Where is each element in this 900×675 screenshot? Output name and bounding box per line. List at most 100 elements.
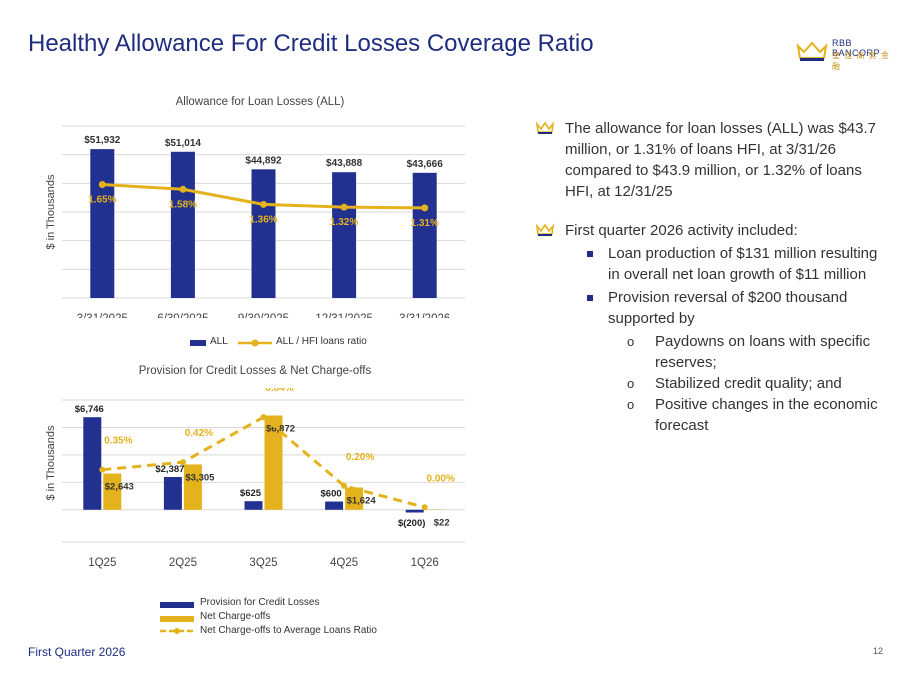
bar-all <box>332 172 357 298</box>
bar-provision <box>163 477 182 510</box>
ratio-point <box>179 185 187 193</box>
y-axis-label: $ in Thousands <box>45 174 57 250</box>
x-tick-label: 2Q25 <box>169 557 197 569</box>
bar-provision <box>405 509 424 513</box>
chart2-legend: Provision for Credit Losses Net Charge-o… <box>160 597 420 641</box>
chart1-legend: ALL ALL / HFI loans ratio <box>190 336 390 350</box>
data-label-provision: $625 <box>240 488 262 499</box>
ratio-point <box>421 504 428 511</box>
footer-quarter: First Quarter 2026 <box>28 645 126 659</box>
ratio-line <box>102 415 426 509</box>
data-label-provision: $2,387 <box>155 464 184 475</box>
data-label-all: $44,892 <box>245 155 282 166</box>
data-label-provision: $(200) <box>398 518 425 529</box>
legend-swatch-all <box>190 340 206 346</box>
x-tick-label: 3Q25 <box>249 557 277 569</box>
crown-bullet-icon <box>535 121 555 134</box>
sub-bullet-item: Provision reversal of $200 thousand supp… <box>535 287 880 329</box>
legend-label-all: ALL <box>210 336 228 347</box>
data-label-ratio: 1.58% <box>169 199 197 210</box>
provision-chart: $ in Thousands $6,746 $2,643 1Q25 $2,387$3,3… <box>45 388 465 569</box>
x-tick-label: 4Q25 <box>330 557 358 569</box>
circle-bullet-icon: o <box>627 376 635 391</box>
sub-sub-bullet-item: o Positive changes in the economic forec… <box>535 394 880 436</box>
sub-sub-bullet-item: o Paydowns on loans with specific reserv… <box>535 331 880 373</box>
data-label-provision: $6,746 <box>75 404 104 415</box>
bar-net-charge-offs <box>345 487 364 510</box>
data-label-all: $51,932 <box>84 135 121 146</box>
legend-label-nco-ratio: Net Charge-offs to Average Loans Ratio <box>200 625 377 636</box>
data-label-nco: $2,643 <box>105 482 134 493</box>
sub-bullet-text: Loan production of $131 million resultin… <box>608 245 878 283</box>
chart1-title: Allowance for Loan Losses (ALL) <box>175 96 345 108</box>
crown-bullet-icon <box>535 223 555 236</box>
x-tick-label: 3/31/2026 <box>399 313 450 318</box>
page-number: 12 <box>873 646 884 656</box>
sub-bullet-item: Loan production of $131 million resultin… <box>535 243 880 285</box>
square-bullet-icon <box>587 251 593 257</box>
bar-all <box>90 149 115 298</box>
bar-provision <box>325 501 344 510</box>
data-label-nco: $6,872 <box>266 423 295 434</box>
bar-net-charge-offs <box>183 464 202 510</box>
ratio-point <box>179 459 186 466</box>
x-tick-label: 1Q25 <box>88 557 116 569</box>
bullet-text: The allowance for loan losses (ALL) was … <box>565 120 877 200</box>
data-label-ratio: 0.35% <box>104 436 132 447</box>
bar-all <box>170 151 195 298</box>
bar-provision <box>83 417 102 510</box>
data-label-all: $51,014 <box>165 138 202 149</box>
circle-bullet-icon: o <box>627 334 635 349</box>
all-chart: $ in Thousands $51,932 3/31/2025 $51,014 6/3… <box>45 125 465 318</box>
logo-text: RBB BANCORP <box>832 38 881 58</box>
data-label-ratio: 1.31% <box>411 218 439 229</box>
logo-text-chinese: 皇 佳 商 务 金 融 <box>832 51 890 71</box>
sub-bullet-text: Provision reversal of $200 thousand supp… <box>608 289 848 327</box>
bullet-item: The allowance for loan losses (ALL) was … <box>535 118 880 202</box>
ratio-point <box>421 204 429 212</box>
sub-sub-bullet-text: Stabilized credit quality; and <box>655 375 842 392</box>
x-tick-label: 12/31/2025 <box>315 313 373 318</box>
circle-bullet-icon: o <box>627 397 635 412</box>
x-tick-label: 6/30/2025 <box>157 313 208 318</box>
legend-swatch-provision <box>160 602 194 608</box>
bar-net-charge-offs <box>103 473 122 510</box>
data-label-ratio: 0.42% <box>185 428 213 439</box>
legend-label-nco: Net Charge-offs <box>200 611 271 622</box>
x-tick-label: 1Q26 <box>411 557 439 569</box>
data-label-ratio: 1.36% <box>249 214 277 225</box>
bar-all <box>251 169 276 298</box>
data-label-ratio: 1.32% <box>330 217 358 228</box>
data-label-ratio: 0.84% <box>265 388 293 394</box>
crown-logo-icon <box>796 41 828 61</box>
ratio-point <box>260 200 267 208</box>
x-tick-label: 9/30/2025 <box>238 313 289 318</box>
data-label-ratio: 1.65% <box>88 194 116 205</box>
page-title: Healthy Allowance For Credit Losses Cove… <box>28 30 594 57</box>
sub-sub-bullet-text: Positive changes in the economic forecas… <box>655 396 878 434</box>
legend-label-ratio: ALL / HFI loans ratio <box>276 336 367 347</box>
legend-swatch-nco <box>160 616 194 622</box>
data-label-all: $43,666 <box>407 159 444 170</box>
bar-all <box>412 172 437 298</box>
sub-sub-bullet-item: o Stabilized credit quality; and <box>535 373 880 394</box>
data-label-nco: $3,305 <box>185 472 215 483</box>
ratio-point <box>341 482 348 489</box>
legend-swatch-nco-ratio <box>160 628 194 634</box>
legend-label-provision: Provision for Credit Losses <box>200 597 320 608</box>
data-label-all: $43,888 <box>326 158 363 169</box>
bar-net-charge-offs <box>264 415 283 510</box>
ratio-point <box>340 203 348 211</box>
x-tick-label: 3/31/2025 <box>77 313 128 318</box>
bullet-item: First quarter 2026 activity included: <box>535 220 880 241</box>
bullet-list: The allowance for loan losses (ALL) was … <box>535 118 880 436</box>
sub-sub-bullet-text: Paydowns on loans with specific reserves… <box>655 333 871 371</box>
data-label-nco: $1,624 <box>347 495 377 506</box>
y-axis-label: $ in Thousands <box>45 425 57 501</box>
square-bullet-icon <box>587 295 593 301</box>
data-label-provision: $600 <box>321 489 342 500</box>
bullet-text: First quarter 2026 activity included: <box>565 222 798 239</box>
ratio-point <box>260 414 267 421</box>
chart2-title: Provision for Credit Losses & Net Charge… <box>138 365 372 377</box>
bar-provision <box>244 501 263 510</box>
